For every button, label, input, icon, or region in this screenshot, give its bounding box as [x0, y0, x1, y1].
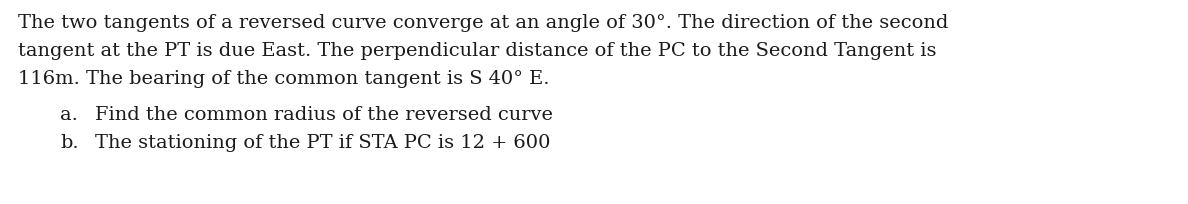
Text: Find the common radius of the reversed curve: Find the common radius of the reversed c…: [95, 106, 552, 124]
Text: b.: b.: [61, 134, 78, 152]
Text: The two tangents of a reversed curve converge at an angle of 30°. The direction : The two tangents of a reversed curve con…: [18, 14, 948, 32]
Text: The stationing of the PT if STA PC is 12 + 600: The stationing of the PT if STA PC is 12…: [95, 134, 550, 152]
Text: 116m. The bearing of the common tangent is S 40° E.: 116m. The bearing of the common tangent …: [18, 70, 550, 88]
Text: tangent at the PT is due East. The perpendicular distance of the PC to the Secon: tangent at the PT is due East. The perpe…: [18, 42, 936, 60]
Text: a.: a.: [61, 106, 78, 124]
